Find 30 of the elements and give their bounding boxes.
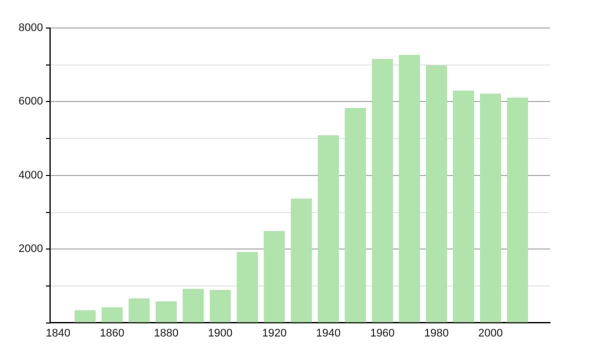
x-tick-label: 1900 — [208, 327, 233, 340]
bar — [372, 58, 393, 322]
bar — [480, 94, 502, 322]
y-tick-label: 4000 — [18, 169, 43, 182]
bar — [236, 252, 258, 322]
x-tick-label: 1880 — [154, 327, 178, 340]
bar — [426, 65, 448, 322]
bar — [398, 54, 420, 322]
bar — [74, 310, 96, 322]
bar — [452, 90, 474, 322]
bar — [156, 301, 177, 322]
bar — [182, 288, 204, 322]
bar — [344, 108, 366, 322]
x-tick-label: 1960 — [370, 327, 395, 340]
x-tick-label: 1980 — [424, 327, 449, 340]
y-tick-label: 6000 — [18, 96, 43, 108]
bar — [210, 290, 231, 322]
bar — [128, 298, 150, 322]
y-tick-label: 8000 — [18, 22, 43, 34]
x-tick-label: 2000 — [478, 327, 503, 340]
x-tick-label: 1920 — [262, 327, 287, 340]
bar — [264, 231, 285, 322]
bar — [507, 98, 528, 322]
y-tick-label: 2000 — [18, 243, 43, 256]
x-tick-label: 1840 — [46, 327, 70, 340]
bar — [318, 135, 339, 322]
bar — [102, 307, 123, 322]
x-tick-label: 1860 — [100, 327, 124, 340]
x-tick-label: 1940 — [316, 327, 341, 340]
bar — [290, 198, 312, 322]
